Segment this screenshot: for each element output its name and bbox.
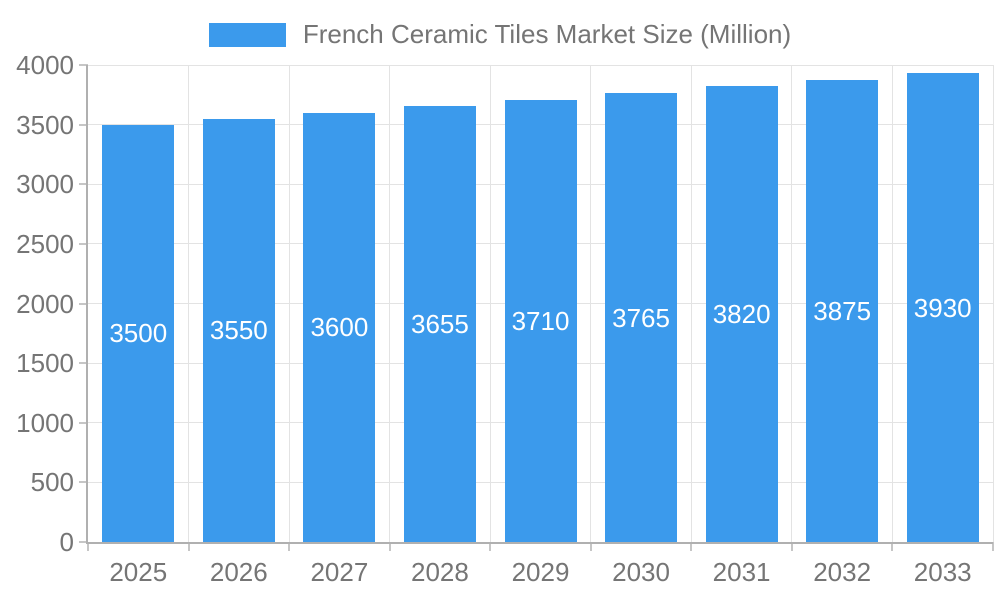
x-axis-tick-label: 2032 (813, 557, 872, 587)
x-axis-line (86, 542, 993, 544)
x-gridline (791, 65, 793, 542)
x-gridline (690, 65, 692, 542)
x-tick-mark (489, 542, 492, 551)
chart-legend[interactable]: French Ceramic Tiles Market Size (Millio… (0, 19, 1000, 50)
x-gridline (590, 65, 592, 542)
y-tick-mark (79, 362, 88, 365)
y-axis-tick-label: 2000 (16, 288, 74, 319)
x-axis-tick-label: 2027 (310, 557, 369, 587)
y-tick-mark (79, 541, 88, 543)
y-axis-tick-label: 1500 (16, 348, 74, 379)
y-axis-tick-label: 3000 (16, 169, 74, 200)
bar (504, 99, 577, 542)
x-axis-tick-label: 2029 (511, 557, 570, 587)
y-tick-mark (79, 242, 88, 245)
bar-value-label: 3500 (109, 318, 168, 349)
x-axis-tick-label: 2030 (612, 557, 670, 587)
y-tick-mark (79, 183, 88, 186)
x-tick-mark (589, 542, 592, 551)
x-tick-mark (187, 542, 190, 551)
y-tick-mark (79, 64, 88, 66)
bar-value-label: 3550 (209, 315, 268, 346)
bar-value-label: 3820 (712, 299, 771, 330)
x-tick-mark (288, 542, 291, 551)
bar (906, 73, 979, 542)
y-tick-mark (79, 481, 88, 484)
bar (102, 124, 175, 542)
bar-value-label: 3600 (310, 312, 369, 343)
y-tick-mark (79, 123, 88, 126)
x-gridline (489, 65, 491, 542)
x-gridline (288, 65, 290, 542)
x-tick-mark (87, 542, 89, 551)
bar (806, 79, 879, 542)
bar-value-label: 3710 (511, 305, 570, 336)
x-axis-tick-label: 2031 (712, 557, 771, 587)
x-tick-mark (891, 542, 894, 551)
x-axis-tick-label: 2025 (109, 557, 168, 587)
bar (202, 118, 275, 542)
y-gridline (88, 64, 993, 66)
y-tick-mark (79, 421, 88, 424)
y-axis-line (86, 65, 88, 542)
x-axis-tick-label: 2026 (209, 557, 268, 587)
legend-label: French Ceramic Tiles Market Size (Millio… (302, 19, 792, 49)
bar-value-label: 3875 (813, 295, 872, 326)
x-axis-tick-label: 2028 (411, 557, 469, 587)
bar (605, 93, 678, 542)
bar (303, 112, 376, 542)
x-tick-mark (690, 542, 693, 551)
x-gridline (891, 65, 893, 542)
bar (403, 106, 476, 542)
y-axis-tick-label: 4000 (16, 50, 74, 80)
y-axis-tick-label: 1000 (16, 407, 74, 438)
y-axis-tick-label: 3500 (16, 109, 74, 140)
x-tick-mark (790, 542, 793, 551)
bar (705, 86, 778, 542)
y-tick-mark (79, 302, 88, 305)
bar-value-label: 3655 (411, 309, 469, 340)
y-axis-tick-label: 500 (30, 467, 74, 498)
x-gridline (389, 65, 391, 542)
x-tick-mark (992, 542, 994, 551)
x-tick-mark (388, 542, 391, 551)
x-gridline (992, 65, 994, 542)
x-axis-tick-label: 2033 (913, 557, 972, 587)
y-axis-tick-label: 2500 (16, 228, 74, 259)
bar-value-label: 3765 (612, 302, 670, 333)
x-gridline (188, 65, 190, 542)
bar-value-label: 3930 (913, 292, 972, 323)
y-axis-tick-label: 0 (59, 527, 74, 557)
legend-swatch (208, 22, 286, 47)
